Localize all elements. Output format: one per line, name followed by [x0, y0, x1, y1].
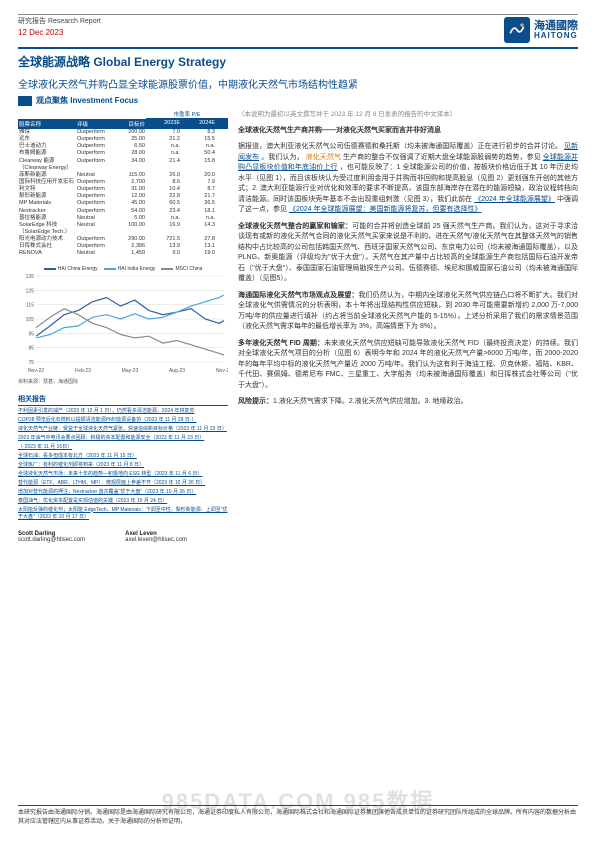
- legend-label-2: MSCI China: [175, 266, 202, 272]
- svg-text:125: 125: [26, 288, 35, 294]
- related-link[interactable]: 太阳能反弹的催化剂；太阳能 EdgeTech、MP Materials：下调至中…: [18, 507, 228, 521]
- p4: 未来液化天然气供应短缺可能导致液化天然气 FID（最终投资决定）的持续。我们对全…: [238, 340, 578, 389]
- table-row: 梨形新能源Outperform12.0022.821.7: [18, 193, 228, 200]
- table-row: SolarEdge 科技（SolarEdge Tech.）Neutral100.…: [18, 222, 228, 236]
- table-row: 布鲁姆能源Outperform28.00n.a.50.4: [18, 150, 228, 157]
- related-link[interactable]: 全球炼厂：有利的催化剂即将到来（2023 年 11 月 8 日）: [18, 462, 228, 469]
- svg-text:75: 75: [28, 360, 34, 366]
- th-pe1: 2023E: [146, 120, 181, 128]
- risk-head: 风险提示：: [238, 398, 273, 405]
- logo-text-en: HAITONG: [534, 32, 578, 40]
- table-row: 普拉格能源Neutral5.00n.a.n.a.: [18, 215, 228, 222]
- analyst-0: Scott Darling scott.darling@htisec.com: [18, 531, 85, 543]
- logo-text-cn: 海通國際: [534, 21, 578, 32]
- table-row: 利文特Outperform31.0010.48.7: [18, 186, 228, 193]
- p1-head: 全球液化天然气生产商并购——对液化天然气买家而言并非好消息: [238, 127, 441, 134]
- p1-link3[interactable]: 《2024 年全球能源展望》: [474, 196, 555, 203]
- table-superhead: 市盈率 P/E: [146, 110, 228, 119]
- related-link[interactable]: 替代能源（ETF、ABR、LTHM、MP）：微观层面上参差不齐（2023 年 1…: [18, 480, 228, 487]
- th-name: 股票名称: [18, 120, 76, 128]
- p3-head: 海通国际液化天然气市场观点及展望：: [238, 292, 358, 299]
- svg-text:Feb-23: Feb-23: [75, 368, 91, 374]
- table-row: 菲斯新能源Neutral115.0026.020.0: [18, 172, 228, 179]
- svg-text:95: 95: [28, 331, 34, 337]
- chart-svg: 75 85 95 105 115 125 135 Nov-22 Feb-23 May-23 Aug-…: [18, 274, 228, 374]
- related-link[interactable]: 增加对替代能源的押注；Nextracker 首次覆盖"优于大盘"（2023 年 …: [18, 489, 228, 496]
- table-row: MP MaterialsOutperform45.0060.536.5: [18, 200, 228, 207]
- index-chart: HAI China Energy HAI India Energy MSCI C…: [18, 266, 228, 386]
- table-row: NextrackerOutperform54.0023.418.1: [18, 208, 228, 215]
- chart-source: 资料来源：慧甚，海通国际: [18, 378, 228, 385]
- legend-swatch-2: [161, 268, 173, 270]
- legend-swatch-0: [44, 268, 56, 270]
- svg-text:Aug-23: Aug-23: [169, 368, 185, 374]
- p1b: 。我们认为，: [261, 154, 303, 161]
- svg-text:105: 105: [26, 317, 35, 323]
- svg-text:Nov-22: Nov-22: [28, 368, 44, 374]
- footer-disclaimer: 本研究报告由海通国际分销。海通国际是由海通国际研究有限公司，海通证券印度私人有限…: [18, 805, 578, 826]
- report-date: 12 Dec 2023: [18, 28, 101, 38]
- legend-label-1: HAI India Energy: [118, 266, 156, 272]
- svg-text:135: 135: [26, 274, 35, 280]
- table-row: 雅保Outperform200.007.08.3: [18, 129, 228, 136]
- related-link[interactable]: （·2023 年 11 月 16日）: [18, 444, 228, 451]
- analyst-email-0: scott.darling@htisec.com: [18, 537, 85, 543]
- legend-label-0: HAI China Energy: [58, 266, 98, 272]
- p1a: 据报道，澳大利亚液化天然气公司伍德赛德和桑托斯（均未被海通国际覆盖）正在进行初步…: [238, 143, 562, 150]
- report-type: 研究报告 Research Report: [18, 17, 101, 26]
- p1-orange: 液化天然气: [306, 154, 341, 161]
- table-row: RENOVANeutral1,4509.019.0: [18, 250, 228, 257]
- section-label: 观点聚焦 Investment Focus: [36, 95, 138, 106]
- related-link[interactable]: 泰国油气：优化资本配置是实现估值的关键（2023 年 10 月 24 日）: [18, 498, 228, 505]
- analyst-email-1: axel.leven@htisec.com: [125, 537, 187, 543]
- page-title: 全球能源战略 Global Energy Strategy: [18, 53, 578, 70]
- ratings-table: 市盈率 P/E 股票名称 评级 目标价 2023E 2024E 雅保Outper…: [18, 110, 228, 258]
- risk-body: 1.液化天然气需求下降。2.液化天然气供应增加。3. 地缘政治。: [273, 398, 467, 405]
- related-link[interactable]: COP28 预览后化石燃料以提振清洁能源PMI/能源设备协（2023 年 11 …: [18, 417, 228, 424]
- logo: 海通國際 HAITONG: [504, 17, 578, 43]
- th-pe2: 2024E: [181, 120, 216, 128]
- translation-note: （本说明为最初以英文撰写并于 2023 年 12 月 8 日发表的报告的中文译本…: [238, 110, 578, 120]
- table-row: 巴士迪动力Outperform6.50n.a.n.a.: [18, 143, 228, 150]
- related-heading: 相关报告: [18, 394, 228, 406]
- table-row: 远东Outperform25.0021.215.5: [18, 136, 228, 143]
- svg-text:Nov-23: Nov-23: [216, 368, 228, 374]
- related-link[interactable]: 液化天然气产业链：受益于全球液化天然气紧张，快速追综新目标价格（2023 年 1…: [18, 426, 228, 433]
- svg-text:May-23: May-23: [122, 368, 139, 374]
- p1c: 生产商的整合不仅强调了近期大盘全球能源股弱势的趋势，参见: [343, 154, 541, 161]
- th-price: 目标价: [116, 120, 146, 128]
- table-row: 国际科技应用开发宏石Outperform2,7008.67.9: [18, 179, 228, 186]
- th-rating: 评级: [76, 120, 116, 128]
- p2-head: 全球液化天然气整合的赢家和输家：: [238, 223, 352, 230]
- svg-text:115: 115: [26, 302, 34, 308]
- p2: 可能的合并将创造全球前 25 强天然气生产商。我们认为，这对于寻求洽谈现有或新的…: [238, 223, 578, 283]
- related-link[interactable]: 全球液化天然气市场：未来十年的趋势—积极地向 ESG 转型（2023 年 11 …: [18, 471, 228, 478]
- p4-head: 多年液化天然气 FID 周期：: [238, 340, 324, 347]
- table-row: Clearway 能源（Clearway Energy）Outperform34…: [18, 158, 228, 172]
- related-link[interactable]: 2023 年油气中电讯会要点回顾：积极的资本配置和能源安全（2023 年 11 …: [18, 435, 228, 442]
- related-link[interactable]: 不利因素引发的减产（2023 年 12 月 1 日），仍然看多清洁能源，2024…: [18, 408, 228, 415]
- analyst-1: Axel Leven axel.leven@htisec.com: [125, 531, 187, 543]
- legend-swatch-1: [104, 268, 116, 270]
- table-row: 日挥株式会社Outperform2,38613.913.1: [18, 243, 228, 250]
- svg-text:85: 85: [28, 345, 34, 351]
- p1-link4[interactable]: 《2024 年全球能源展望：美国新能源将复苏，但要有选择性》: [289, 206, 482, 213]
- section-block-icon: [18, 96, 32, 106]
- page-subtitle: 全球液化天然气并购凸显全球能源股票价值，中期液化天然气市场结构性趋紧: [18, 76, 578, 91]
- related-link[interactable]: 全球石油：看多但成本有北方（2023 年 11 月 15 日）: [18, 453, 228, 460]
- body-text: （本说明为最初以英文撰写并于 2023 年 12 月 8 日发表的报告的中文译本…: [238, 110, 578, 543]
- logo-mark-icon: [504, 17, 530, 43]
